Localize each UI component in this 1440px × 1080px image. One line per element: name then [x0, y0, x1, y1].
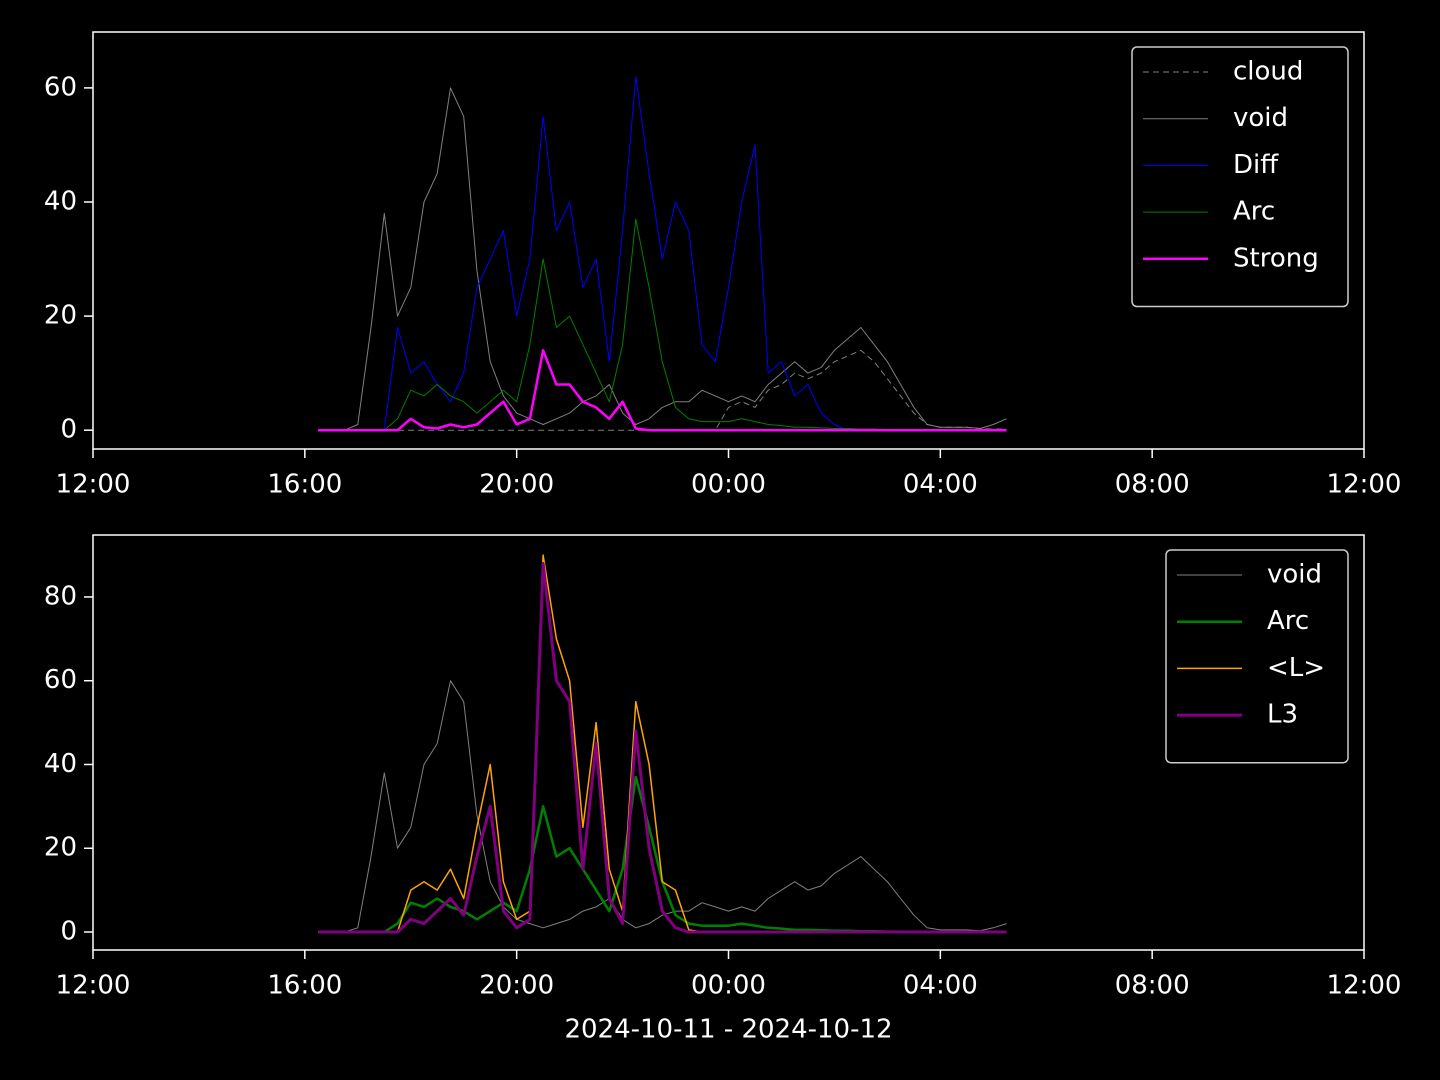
legend-label: Diff — [1233, 150, 1279, 180]
series-line — [318, 562, 1007, 934]
legend-label: Arc — [1267, 606, 1309, 636]
legend-label: void — [1267, 560, 1322, 590]
x-tick-label: 12:00 — [1327, 971, 1402, 1001]
x-tick-label: 00:00 — [691, 971, 766, 1001]
axes-frame — [92, 534, 1365, 951]
legend-label: cloud — [1233, 57, 1303, 87]
y-tick-label: 80 — [44, 581, 77, 611]
x-tick-label: 08:00 — [1115, 971, 1190, 1001]
series-line — [318, 680, 1007, 933]
legend-label: void — [1233, 103, 1288, 133]
x-tick-label: 04:00 — [903, 470, 978, 500]
series-line — [318, 76, 1007, 431]
series-line — [318, 349, 1007, 432]
x-tick-label: 00:00 — [691, 470, 766, 500]
x-tick-label: 20:00 — [479, 470, 554, 500]
x-tick-label: 04:00 — [903, 971, 978, 1001]
x-tick-label: 08:00 — [1115, 470, 1190, 500]
legend-label: <L> — [1267, 653, 1325, 683]
y-tick-label: 20 — [44, 833, 77, 863]
y-tick-label: 0 — [60, 415, 77, 445]
y-tick-label: 40 — [44, 749, 77, 779]
legend-box — [1131, 46, 1349, 308]
axes-frame — [92, 31, 1365, 450]
y-tick-label: 0 — [60, 916, 77, 946]
x-tick-label: 16:00 — [267, 971, 342, 1001]
legend-box — [1165, 549, 1349, 764]
x-axis-label: 2024-10-11 - 2024-10-12 — [564, 1015, 892, 1045]
y-tick-label: 40 — [44, 186, 77, 216]
x-tick-label: 12:00 — [56, 470, 131, 500]
y-tick-label: 20 — [44, 301, 77, 331]
legend-label: Strong — [1233, 243, 1319, 273]
x-tick-label: 16:00 — [267, 470, 342, 500]
series-line — [318, 87, 1007, 431]
y-tick-label: 60 — [44, 72, 77, 102]
legend-label: L3 — [1267, 700, 1298, 730]
x-tick-label: 12:00 — [56, 971, 131, 1001]
x-tick-label: 20:00 — [479, 971, 554, 1001]
y-tick-label: 60 — [44, 665, 77, 695]
series-line — [318, 554, 1007, 933]
legend-label: Arc — [1233, 197, 1275, 227]
x-tick-label: 12:00 — [1327, 470, 1402, 500]
